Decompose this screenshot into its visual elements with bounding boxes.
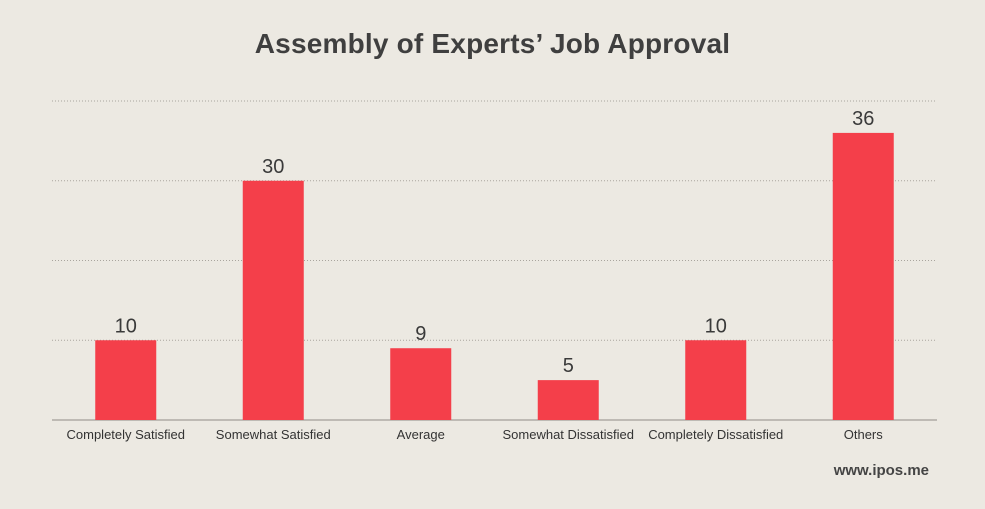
bar-value-label: 5: [563, 355, 574, 377]
category-label: Average: [397, 427, 445, 442]
category-label: Completely Satisfied: [67, 427, 186, 442]
bar-value-label: 36: [852, 108, 874, 130]
category-label: Somewhat Satisfied: [216, 427, 331, 442]
bar: [95, 340, 157, 420]
category-labels: Completely Satisfied Somewhat Satisfied Av…: [67, 427, 884, 442]
bar-value-label: 9: [415, 323, 426, 345]
bar: [390, 348, 452, 420]
bar-value-label: 30: [262, 156, 284, 178]
bars: [95, 132, 894, 420]
bar-value-label: 10: [115, 315, 137, 337]
bar: [537, 380, 599, 420]
category-label: Completely Dissatisfied: [648, 427, 783, 442]
category-label: Somewhat Dissatisfied: [503, 427, 635, 442]
bar: [242, 180, 304, 420]
bar: [685, 340, 747, 420]
bar: [832, 132, 894, 420]
chart-title: Assembly of Experts’ Job Approval: [254, 28, 731, 59]
gridlines: [52, 100, 937, 421]
category-label: Others: [844, 427, 884, 442]
bar-value-label: 10: [705, 315, 727, 337]
value-labels: 10 30 9 5 10 36: [115, 108, 875, 377]
source-credit: www.ipos.me: [833, 462, 929, 479]
